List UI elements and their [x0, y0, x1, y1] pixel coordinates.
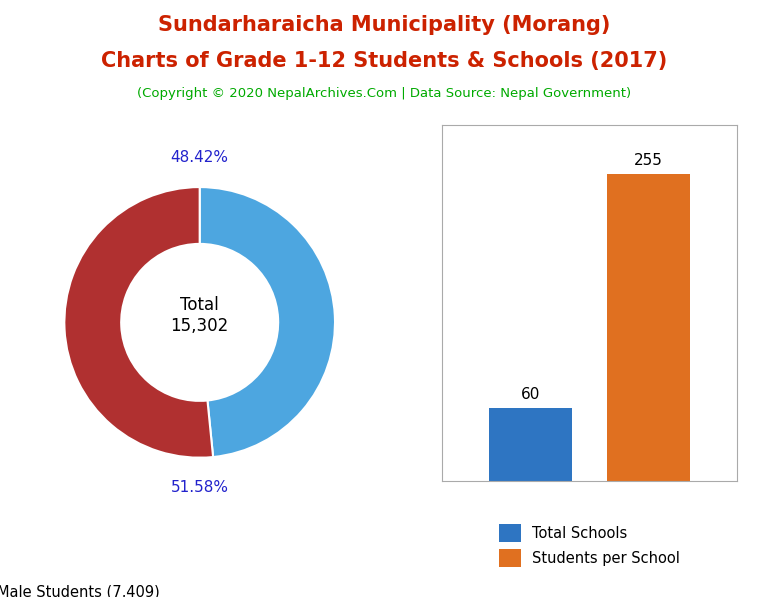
Text: 48.42%: 48.42% — [170, 150, 229, 165]
Text: 51.58%: 51.58% — [170, 480, 229, 495]
Wedge shape — [200, 187, 335, 457]
Text: 60: 60 — [521, 387, 540, 402]
Text: Sundarharaicha Municipality (Morang): Sundarharaicha Municipality (Morang) — [157, 15, 611, 35]
Text: Charts of Grade 1-12 Students & Schools (2017): Charts of Grade 1-12 Students & Schools … — [101, 51, 667, 71]
Bar — [489, 408, 571, 481]
Legend: Total Schools, Students per School: Total Schools, Students per School — [493, 518, 686, 573]
Legend: Male Students (7,409), Female Students (7,893): Male Students (7,409), Female Students (… — [0, 577, 184, 597]
Text: Total
15,302: Total 15,302 — [170, 296, 229, 335]
Text: (Copyright © 2020 NepalArchives.Com | Data Source: Nepal Government): (Copyright © 2020 NepalArchives.Com | Da… — [137, 87, 631, 100]
Text: 255: 255 — [634, 152, 663, 168]
Bar — [607, 174, 690, 481]
Wedge shape — [65, 187, 213, 458]
